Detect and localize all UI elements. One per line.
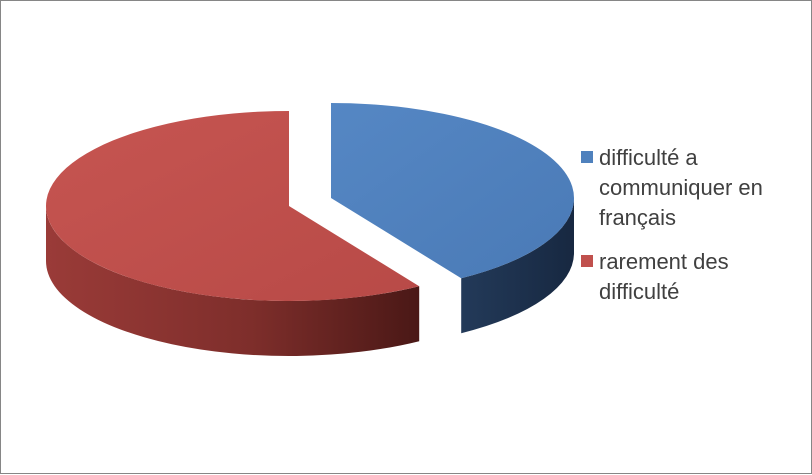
- slice-red-top: [46, 111, 420, 301]
- legend-label-rarement: rarement des difficulté: [599, 249, 729, 304]
- slice-blue: [331, 103, 574, 334]
- slice-blue-side: [461, 198, 574, 334]
- legend: difficulté a communiquer en français rar…: [581, 143, 811, 321]
- legend-swatch-red: [581, 255, 593, 267]
- slice-red: [46, 111, 420, 356]
- slice-red-side: [46, 206, 420, 356]
- slice-blue-top: [331, 103, 574, 279]
- legend-swatch-blue: [581, 151, 593, 163]
- legend-item-rarement: rarement des difficulté: [581, 247, 811, 307]
- legend-label-difficulte: difficulté a communiquer en français: [599, 145, 763, 230]
- legend-item-difficulte: difficulté a communiquer en français: [581, 143, 811, 233]
